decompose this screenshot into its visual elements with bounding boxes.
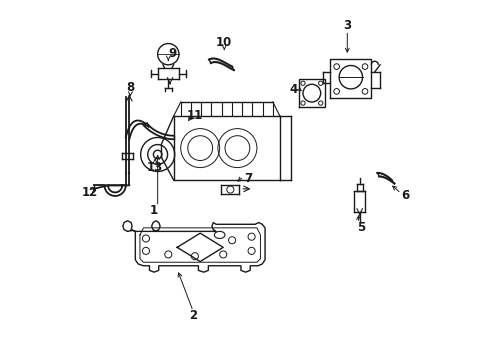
Text: 8: 8 (126, 81, 134, 94)
Text: 3: 3 (343, 19, 351, 32)
Text: 12: 12 (81, 186, 98, 199)
Text: 2: 2 (189, 309, 197, 322)
Text: 10: 10 (216, 36, 232, 49)
Text: 1: 1 (150, 204, 158, 217)
Text: 5: 5 (356, 221, 364, 234)
Text: 9: 9 (168, 46, 177, 60)
Text: 7: 7 (244, 172, 252, 185)
Text: 4: 4 (289, 83, 297, 96)
Text: 6: 6 (401, 189, 409, 202)
Text: 13: 13 (147, 161, 163, 174)
Text: 11: 11 (186, 109, 203, 122)
